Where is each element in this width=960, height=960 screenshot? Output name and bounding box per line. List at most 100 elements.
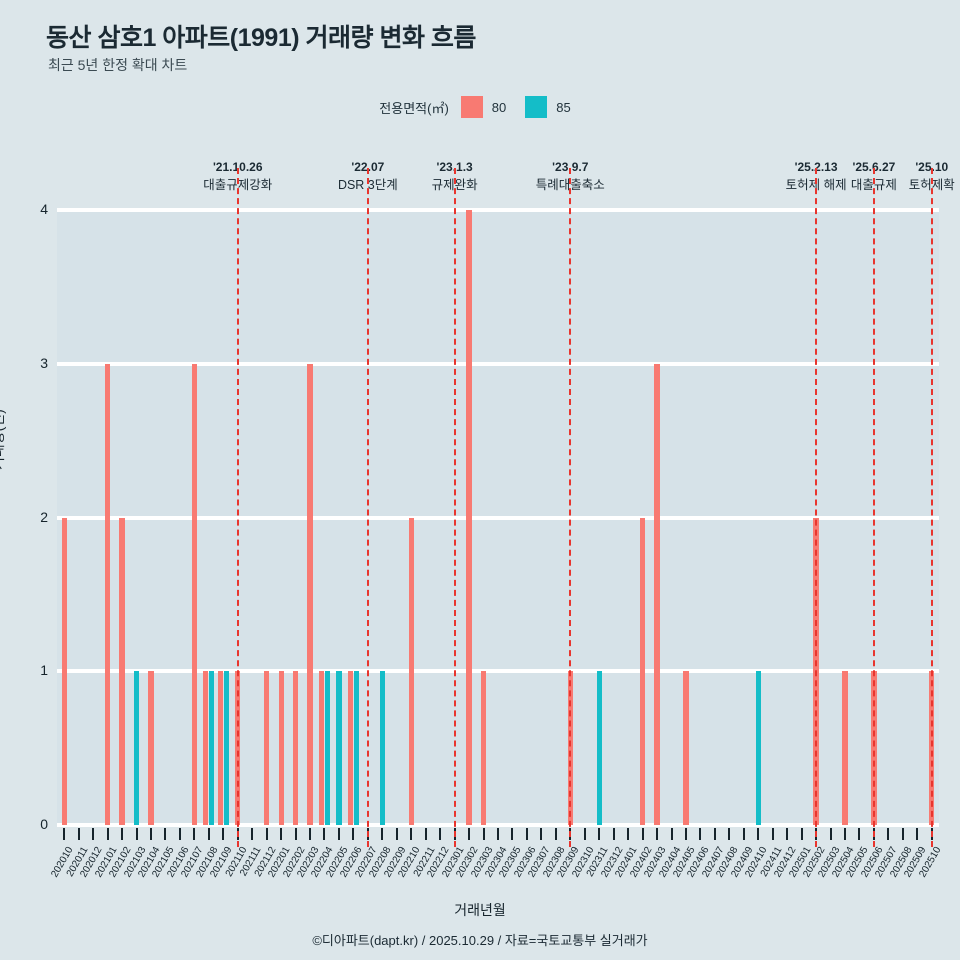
page-subtitle: 최근 5년 한정 확대 차트	[48, 57, 188, 73]
bar-202101-80[interactable]	[105, 363, 111, 825]
x-axis-tick-202209	[395, 828, 398, 840]
chart-legend: 전용면적(㎡) 80 85	[0, 96, 960, 118]
y-axis-tick-4: 4	[40, 201, 48, 217]
bar-202303-80[interactable]	[480, 671, 487, 825]
bar-202311-85[interactable]	[596, 671, 602, 825]
bar-202104-80[interactable]	[148, 671, 154, 825]
x-axis-tick-202304	[497, 828, 499, 840]
x-axis-tick-202105	[164, 828, 167, 840]
x-axis-tick-202104	[149, 828, 152, 840]
event-date-202502: '25.2.13	[794, 160, 838, 174]
x-axis-tick-202408	[728, 828, 731, 840]
x-axis-tick-202205	[337, 828, 340, 840]
page-title: 동산 삼호1 아파트(1991) 거래량 변화 흐름	[46, 24, 476, 52]
x-axis-tick-202203	[309, 828, 312, 840]
event-date-202207: '22.07	[351, 160, 385, 174]
x-axis-tick-202312	[612, 828, 615, 840]
x-axis-tick-202109	[222, 828, 225, 840]
bar-202206-85[interactable]	[353, 671, 360, 825]
x-axis-tick-202509	[916, 828, 919, 840]
bar-202302-80[interactable]	[466, 210, 472, 825]
x-axis-tick-202012	[92, 828, 95, 840]
plot-area	[57, 208, 939, 827]
bar-202504-80[interactable]	[842, 671, 848, 825]
x-axis-tick-202210	[410, 828, 413, 840]
x-axis-tick-202206	[352, 828, 355, 840]
event-line-202207	[366, 168, 369, 847]
bar-202107-80[interactable]	[191, 363, 197, 825]
bar-202202-80[interactable]	[292, 671, 299, 825]
bar-202206-80[interactable]	[347, 671, 353, 825]
bar-202108-85[interactable]	[209, 671, 215, 825]
x-axis-tick-202303	[482, 828, 485, 840]
x-axis-tick-202310	[583, 828, 586, 840]
legend-label-85[interactable]: 85	[556, 99, 571, 115]
x-axis-tick-202410	[757, 828, 760, 840]
bar-202205-85[interactable]	[336, 671, 342, 825]
x-axis-tick-202302	[468, 828, 471, 840]
x-axis-tick-202405	[684, 828, 687, 840]
x-axis-tick-202103	[135, 828, 138, 840]
bar-202208-85[interactable]	[379, 671, 385, 825]
x-axis-tick-202211	[424, 828, 427, 840]
bar-202201-80[interactable]	[278, 671, 284, 825]
bar-202402-80[interactable]	[639, 517, 646, 825]
bar-202203-80[interactable]	[307, 363, 313, 825]
bar-202410-85[interactable]	[755, 671, 761, 825]
x-axis-tick-202102	[121, 828, 124, 840]
bar-202204-80[interactable]	[318, 671, 325, 825]
gridline-y-3	[57, 361, 939, 366]
x-axis-tick-202306	[525, 828, 528, 840]
bar-202010-80[interactable]	[61, 517, 67, 825]
y-axis-title: 거래량(건)	[0, 409, 6, 470]
legend-title: 전용면적(㎡)	[379, 100, 449, 116]
gridline-y-1	[57, 669, 939, 674]
x-axis-tick-202010	[63, 828, 66, 840]
event-date-202506: '25.6.27	[852, 160, 896, 174]
x-axis-tick-202504	[844, 828, 847, 840]
x-axis-tick-202409	[742, 828, 745, 840]
x-axis-tick-202407	[713, 828, 716, 840]
x-axis-tick-202308	[554, 828, 557, 840]
x-axis-tick-202508	[901, 828, 904, 840]
x-axis-tick-202101	[106, 828, 109, 840]
bar-202109-85[interactable]	[223, 671, 229, 825]
legend-swatch-80[interactable]	[460, 96, 483, 118]
x-axis-tick-202403	[656, 828, 659, 840]
event-date-202110: '21.10.26	[212, 160, 263, 174]
x-axis-tick-202108	[207, 828, 210, 840]
event-date-202301: '23.1.3	[436, 160, 473, 174]
x-axis-tick-202111	[251, 828, 254, 840]
x-axis-tick-202503	[829, 828, 832, 840]
bar-202112-80[interactable]	[264, 671, 270, 825]
bar-202403-80[interactable]	[654, 363, 660, 825]
x-axis-tick-202412	[786, 828, 789, 840]
bar-202102-80[interactable]	[119, 517, 125, 825]
y-axis-tick-1: 1	[40, 662, 48, 679]
y-axis-tick-2: 2	[40, 508, 48, 525]
legend-swatch-85[interactable]	[525, 96, 548, 118]
bar-202210-80[interactable]	[408, 517, 414, 825]
x-axis-tick-202501	[800, 828, 803, 840]
bar-202103-85[interactable]	[133, 671, 140, 825]
x-axis-tick-202202	[294, 828, 297, 840]
x-axis-tick-202011	[77, 828, 80, 840]
bar-202108-80[interactable]	[203, 671, 209, 825]
bar-202204-85[interactable]	[324, 671, 331, 825]
gridline-y-0	[57, 823, 939, 827]
x-axis-tick-202107	[193, 828, 196, 840]
x-axis-tick-202201	[280, 828, 283, 840]
bar-202109-80[interactable]	[217, 671, 223, 825]
event-date-202309: '23.9.7	[552, 160, 589, 174]
y-axis-tick-0: 0	[40, 816, 48, 832]
x-axis-tick-202406	[699, 828, 702, 840]
x-axis-tick-202507	[887, 828, 890, 840]
gridline-y-2	[57, 515, 939, 520]
legend-label-80[interactable]: 80	[491, 99, 507, 115]
event-line-202502	[815, 168, 818, 847]
bar-202405-80[interactable]	[683, 671, 689, 825]
x-axis-tick-202404	[670, 828, 673, 840]
gridline-y-4	[57, 208, 939, 212]
event-annotation-202301: '23.1.3 규제완화	[380, 160, 530, 193]
x-axis-tick-202505	[858, 828, 861, 840]
